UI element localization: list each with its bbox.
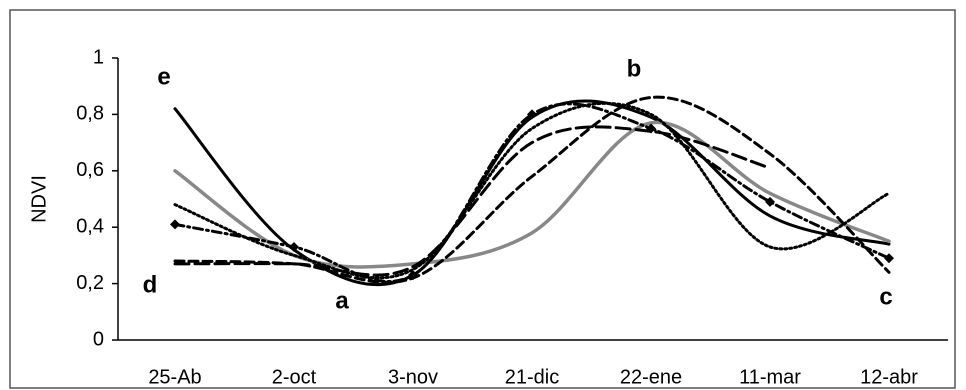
annotation: c [879, 283, 892, 310]
point-marker [765, 196, 775, 207]
y-tick-label: 0,4 [76, 215, 104, 237]
annotation: e [157, 63, 170, 90]
frame [9, 9, 956, 389]
series-line [173, 125, 772, 277]
series-line [173, 102, 891, 283]
x-tick-label: 3-nov [388, 366, 438, 388]
point-marker [408, 270, 418, 281]
series-line [173, 95, 891, 284]
x-tick-label: 22-ene [620, 366, 682, 388]
y-tick-label: 0,6 [76, 159, 104, 181]
x-tick-label: 12-abr [860, 366, 918, 388]
point-marker [527, 109, 537, 120]
x-tick-label: 11-mar [739, 366, 801, 388]
annotation: a [335, 287, 349, 314]
annotation: b [627, 55, 642, 82]
y-tick-label: 0,8 [76, 103, 104, 125]
x-tick-label: 21-dic [505, 366, 559, 388]
point-marker [170, 219, 180, 230]
y-tick-label: 0,2 [76, 272, 104, 294]
point-marker [289, 241, 299, 252]
point-marker [884, 253, 894, 264]
y-axis-label: NDVI [28, 175, 50, 223]
x-tick-label: 25-Ab [148, 366, 201, 388]
y-tick-label: 1 [93, 46, 104, 68]
annotation: d [143, 271, 158, 298]
x-tick-label: 2-oct [272, 366, 317, 388]
y-tick-label: 0 [93, 328, 104, 350]
series-line [173, 101, 891, 280]
